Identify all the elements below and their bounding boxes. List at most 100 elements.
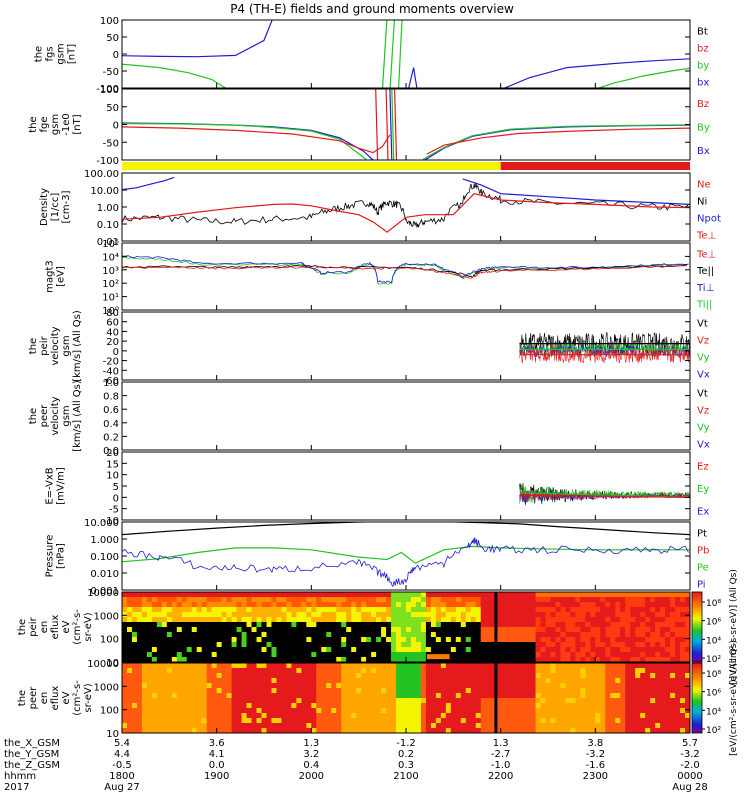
spectrogram-cell <box>455 617 462 623</box>
spectrogram-cell <box>326 607 332 613</box>
spectrogram-cell <box>296 642 302 648</box>
spectrogram-cell <box>346 698 352 704</box>
spectrogram-cell <box>236 673 243 679</box>
spectrogram-cell <box>650 632 656 638</box>
spectrogram-cell <box>575 637 581 643</box>
spectrogram-cell <box>301 663 307 669</box>
x-axis-tick-value: -2.0 <box>680 760 700 771</box>
spectrogram-cell <box>645 602 651 608</box>
spectrogram-cell <box>565 703 572 709</box>
spectrogram-cell <box>381 612 387 618</box>
y-axis-label: gsm <box>56 43 67 64</box>
spectrogram-cell <box>301 673 307 679</box>
spectrogram-cell <box>620 708 626 714</box>
spectrogram-cell <box>560 713 567 719</box>
spectrogram-cell <box>555 627 562 633</box>
y-axis-label: [nPa] <box>56 543 67 569</box>
spectrogram-cell <box>685 602 690 608</box>
spectrogram-cell <box>490 632 497 638</box>
spectrogram-cell <box>291 683 297 689</box>
spectrogram-cell <box>286 617 293 623</box>
spectrogram-cell <box>680 612 686 618</box>
spectrogram-cell <box>381 708 387 714</box>
spectrogram-cell <box>600 657 606 662</box>
spectrogram-cell <box>685 678 690 684</box>
spectrogram-cell <box>406 622 412 628</box>
spectrogram-cell <box>391 703 397 709</box>
spectrogram-cell <box>236 642 243 648</box>
spectrogram-cell <box>186 703 193 709</box>
spectrogram-cell <box>645 647 651 653</box>
spectrogram-cell <box>336 668 342 674</box>
spectrogram-cell <box>236 693 243 699</box>
spectrogram-cell <box>605 622 611 628</box>
spectrogram-cell <box>396 627 402 633</box>
x-axis-tick-value: Aug 28 <box>672 782 707 793</box>
spectrogram-cell <box>615 617 621 623</box>
spectrogram-cell <box>131 728 138 733</box>
spectrogram-cell <box>216 728 223 733</box>
spectrogram-cell <box>420 647 427 653</box>
spectrogram-cell <box>271 622 278 628</box>
spectrogram-cell <box>181 612 188 618</box>
spectrogram-cell <box>440 688 447 694</box>
spectrogram-cell <box>515 718 522 724</box>
spectrogram-cell <box>386 663 392 669</box>
spectrogram-cell <box>371 642 377 648</box>
colorbar-tick-label: 10⁶ <box>706 689 721 699</box>
spectrogram-cell <box>425 708 432 714</box>
spectrogram-cell <box>575 703 581 709</box>
spectrogram-cell <box>685 657 690 662</box>
spectrogram-cell <box>136 632 143 638</box>
spectrogram-cell <box>670 602 676 608</box>
spectrogram-cell <box>201 698 208 704</box>
spectrogram-cell <box>510 678 517 684</box>
spectrogram-cell <box>590 632 596 638</box>
spectrogram-cell <box>475 622 482 628</box>
spectrogram-cell <box>361 728 367 733</box>
spectrogram-cell <box>156 693 163 699</box>
spectrogram-cell <box>610 663 616 669</box>
spectrogram-cell <box>136 642 143 648</box>
spectrogram-cell <box>520 723 527 729</box>
spectrogram-cell <box>186 668 193 674</box>
spectrogram-cell <box>326 602 332 608</box>
spectrogram-cell <box>171 647 178 653</box>
spectrogram-cell <box>520 642 527 648</box>
spectrogram-cell <box>595 678 601 684</box>
spectrogram-cell <box>281 647 288 653</box>
spectrogram-cell <box>545 602 552 608</box>
spectrogram-cell <box>271 718 278 724</box>
spectrogram-cell <box>246 622 253 628</box>
spectrogram-cell <box>286 698 293 704</box>
spectrogram-cell <box>600 622 606 628</box>
spectrogram-cell <box>505 637 512 643</box>
spectrogram-cell <box>196 602 203 608</box>
spectrogram-cell <box>291 708 297 714</box>
spectrogram-cell <box>366 627 372 633</box>
spectrogram-cell <box>635 723 641 729</box>
spectrogram-cell <box>645 728 651 733</box>
spectrogram-cell <box>630 632 636 638</box>
spectrogram-cell <box>286 652 293 658</box>
spectrogram-cell <box>580 713 586 719</box>
spectrogram-cell <box>126 708 133 714</box>
spectrogram-cell <box>391 718 397 724</box>
spectrogram-cell <box>440 718 447 724</box>
spectrogram-cell <box>630 652 636 658</box>
spectrogram-cell <box>366 632 372 638</box>
spectrogram-cell <box>605 683 611 689</box>
spectrogram-cell <box>490 703 497 709</box>
spectrogram-cell <box>645 617 651 623</box>
spectrogram-cell <box>655 622 661 628</box>
spectrogram-cell <box>171 678 178 684</box>
spectrogram-cell <box>615 688 621 694</box>
spectrogram-cell <box>161 718 168 724</box>
spectrogram-cell <box>376 607 382 613</box>
spectrogram-cell <box>465 678 472 684</box>
spectrogram-cell <box>515 728 522 733</box>
spectrogram-cell <box>146 673 153 679</box>
spectrogram-cell <box>610 693 616 699</box>
spectrogram-cell <box>450 673 457 679</box>
colorbar-label: [eV/(cm²-s-sr-eV)] (All Qs) <box>729 569 739 685</box>
